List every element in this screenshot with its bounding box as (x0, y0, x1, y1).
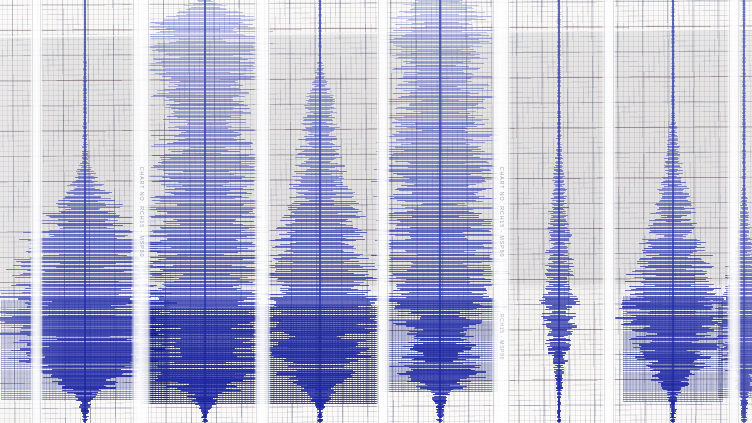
pen-annotation: N (81, 147, 92, 163)
